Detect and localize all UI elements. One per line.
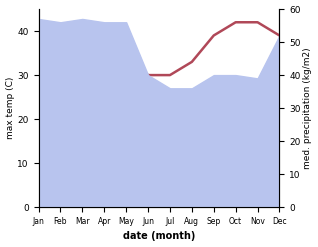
Y-axis label: med. precipitation (kg/m2): med. precipitation (kg/m2) <box>303 47 313 169</box>
Y-axis label: max temp (C): max temp (C) <box>5 77 15 139</box>
X-axis label: date (month): date (month) <box>123 231 195 242</box>
